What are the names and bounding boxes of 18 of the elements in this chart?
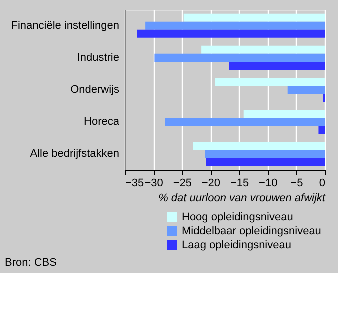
text: Bron: CBS (5, 257, 57, 269)
x-tick-label: −15 (230, 178, 250, 190)
y-tick-label: Industrie (77, 52, 120, 64)
x-tick-label: −30 (144, 178, 164, 190)
x-axis-title: % dat uurloon van vrouwen afwijkt (158, 192, 326, 204)
legend-label: Middelbaar opleidingsniveau (182, 226, 322, 238)
y-tick-label: Alle bedrijfstakken (30, 148, 120, 160)
y-tick-label: Financiële instellingen (11, 20, 120, 32)
y-tick-label: Horeca (84, 116, 120, 128)
x-tick-label: −5 (290, 178, 304, 190)
x-tick-label: −10 (259, 178, 278, 190)
x-tick-label: 0 (319, 178, 326, 190)
legend-label: Hoog opleidingsniveau (182, 212, 294, 224)
x-tick-label: −20 (202, 178, 221, 190)
x-tick-label: −25 (173, 178, 192, 190)
y-tick-label: Onderwijs (70, 84, 120, 96)
legend-label: Laag opleidingsniveau (182, 240, 292, 252)
x-tick-label: −35 (126, 178, 144, 190)
